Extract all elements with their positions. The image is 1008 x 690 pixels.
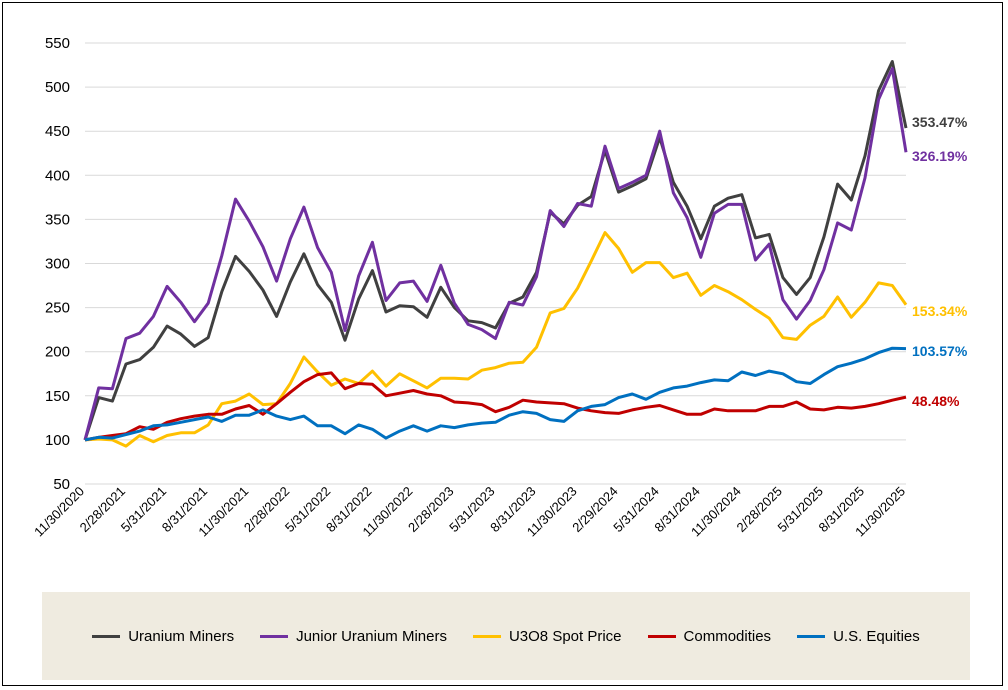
legend-item: Uranium Miners (92, 628, 234, 645)
end-value-label: 353.47% (912, 114, 968, 130)
end-value-label: 153.34% (912, 303, 968, 319)
legend-label: Uranium Miners (128, 627, 235, 645)
end-value-label: 326.19% (912, 148, 968, 164)
y-tick-label: 50 (53, 476, 70, 493)
legend: Uranium Miners Junior Uranium Miners U3O8 … (42, 592, 970, 680)
legend-item: U3O8 Spot Price (472, 627, 622, 645)
legend-label: Junior Uranium Miners (296, 627, 447, 645)
legend-swatch (92, 634, 121, 638)
y-tick-label: 450 (45, 123, 70, 140)
series-line-u-s-equities (84, 346, 907, 442)
series-line-uranium-miners (83, 60, 908, 441)
legend-swatch (797, 634, 826, 638)
legend-item: Junior Uranium Miners (260, 628, 447, 645)
series-line-u3o8-spot-price (84, 231, 908, 448)
legend-swatch (647, 634, 676, 638)
legend-swatch (472, 634, 501, 638)
y-tick-label: 550 (45, 35, 70, 52)
y-tick-label: 400 (45, 167, 70, 184)
end-value-label: 103.57% (912, 343, 968, 359)
end-value-label: 48.48% (912, 393, 960, 409)
legend-label: Commodities (683, 627, 772, 645)
legend-label: U3O8 Spot Price (508, 627, 622, 645)
legend-item: U.S. Equities (797, 628, 920, 645)
series-line-commodities (84, 371, 907, 442)
y-tick-label: 350 (45, 211, 70, 228)
series-line-junior-uranium-miners (83, 67, 908, 441)
y-tick-label: 200 (45, 344, 70, 361)
y-tick-label: 100 (45, 432, 70, 449)
y-tick-label: 250 (45, 300, 70, 317)
legend-label: U.S. Equities (833, 627, 920, 645)
y-tick-label: 150 (45, 388, 70, 405)
y-tick-label: 500 (45, 79, 70, 96)
legend-swatch (260, 634, 289, 638)
y-tick-label: 300 (45, 256, 70, 273)
legend-item: Commodities (647, 627, 772, 645)
